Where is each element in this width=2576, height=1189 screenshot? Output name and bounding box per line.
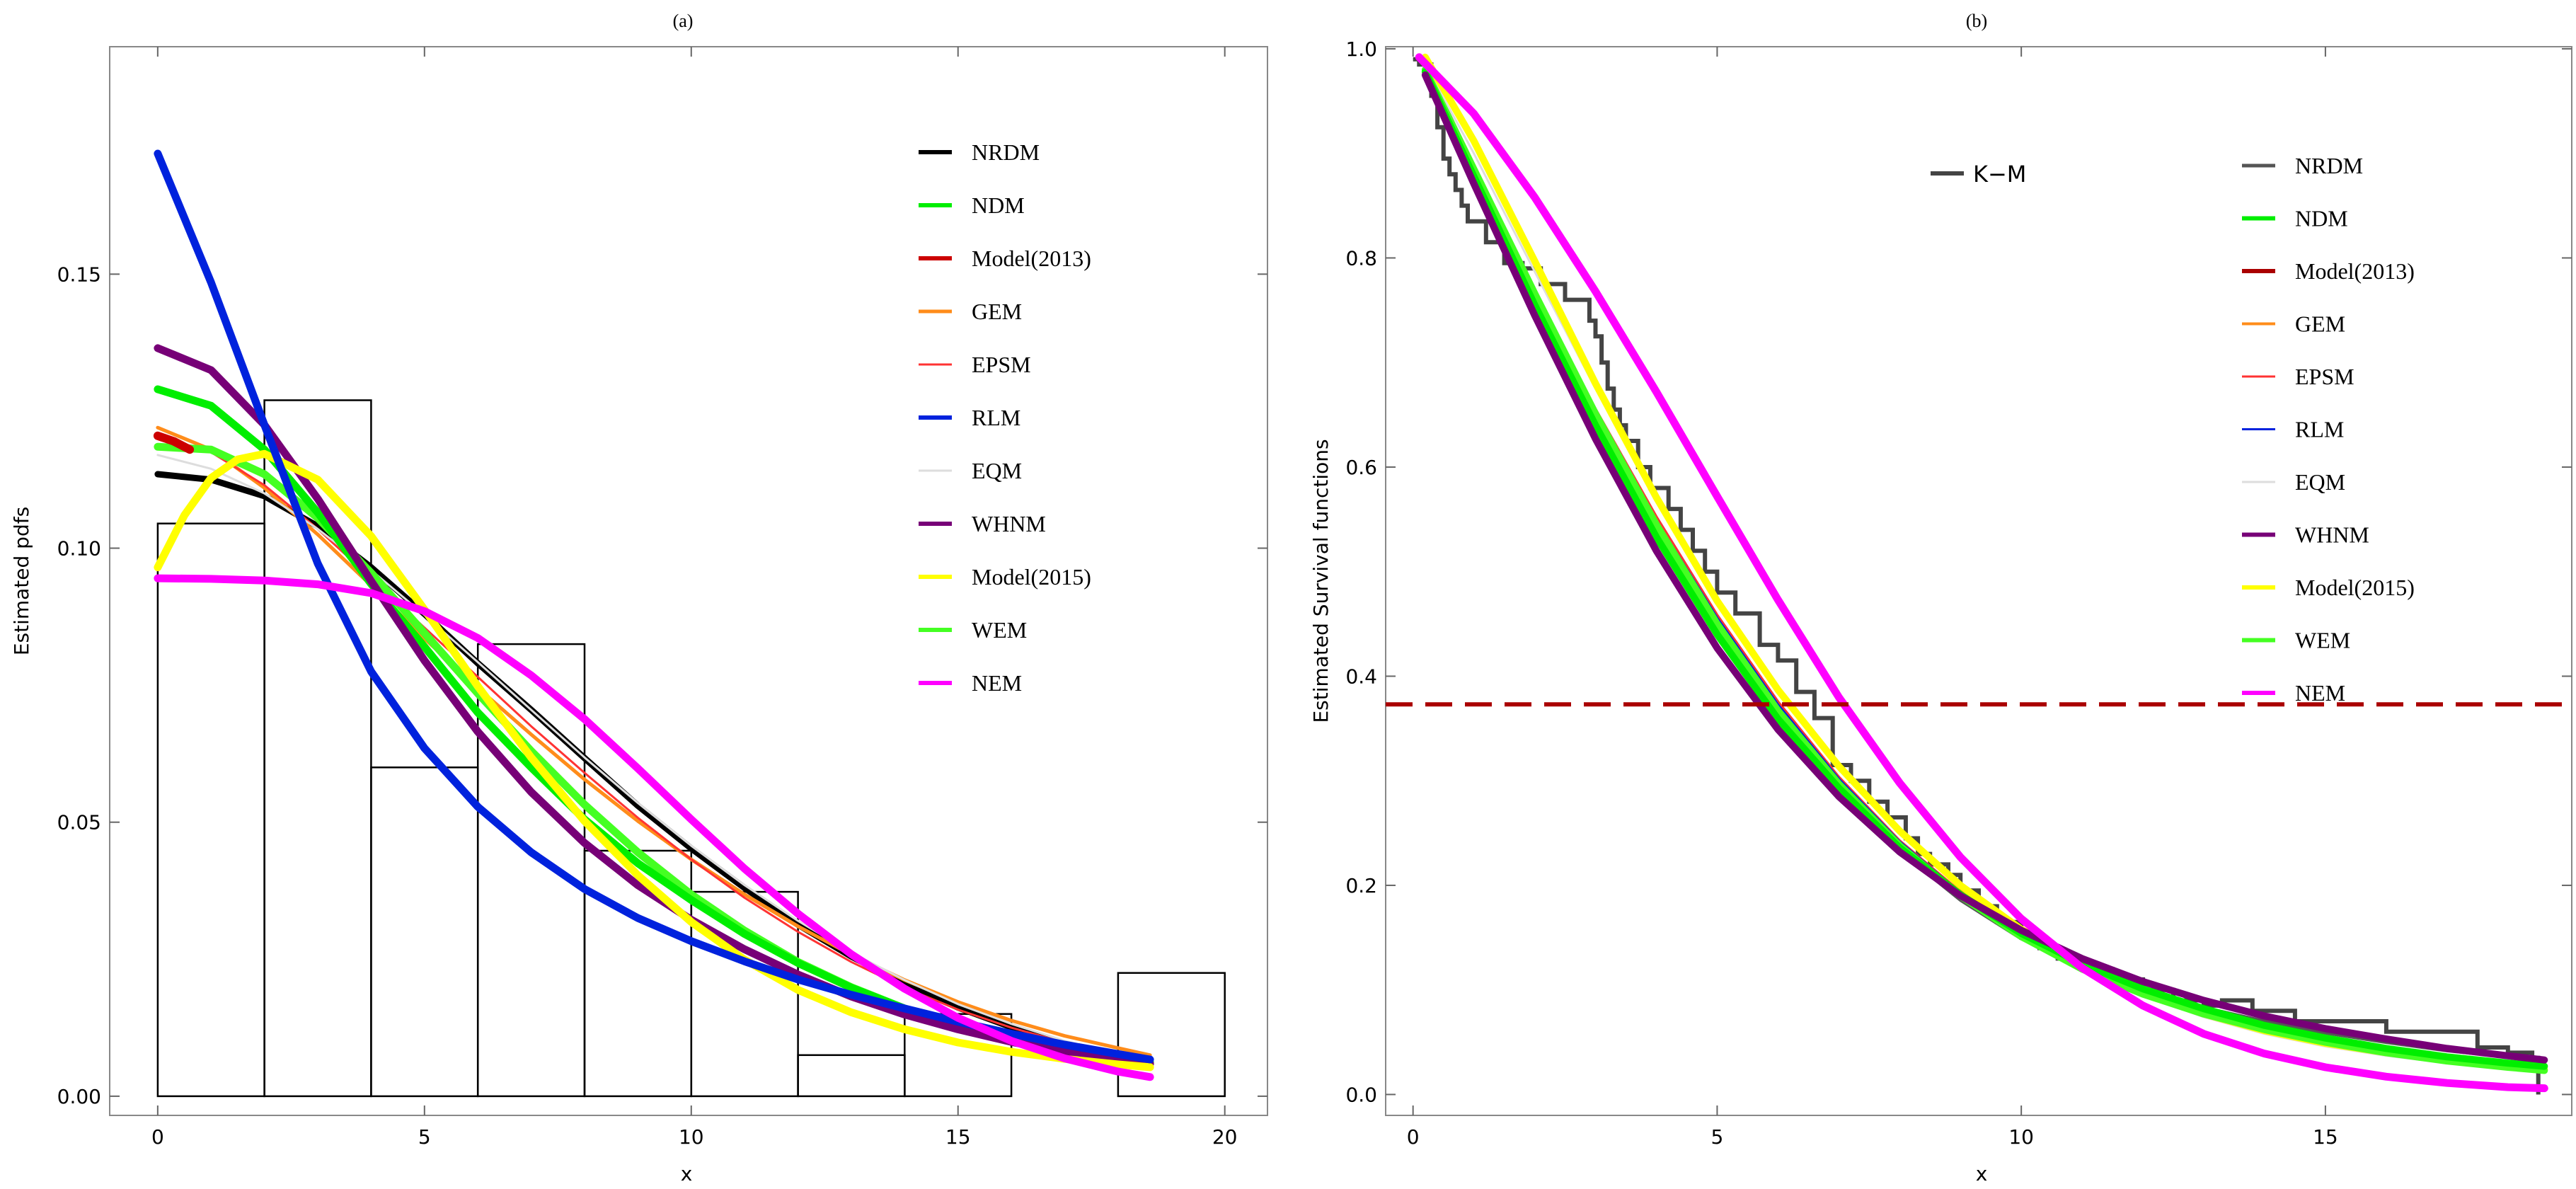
panel-a-title: (a)	[673, 11, 694, 31]
legend-label-km: K−M	[1973, 161, 2026, 188]
legend-label-model-2015: Model(2015)	[972, 564, 1091, 590]
legend-label-nrdm: NRDM	[972, 139, 1040, 165]
legend-label-wem: WEM	[972, 617, 1027, 643]
panel-b-title: (b)	[1966, 11, 1987, 31]
y-tick-label: 0.0	[1345, 1083, 1377, 1106]
legend-label-nem: NEM	[2295, 680, 2345, 706]
curve-model-2013	[153, 431, 195, 454]
x-tick-label: 10	[2008, 1125, 2034, 1149]
curve-whnm	[1421, 71, 2548, 1064]
x-tick-label: 15	[2313, 1125, 2338, 1149]
histogram-bar	[1117, 972, 1226, 1098]
curve-eqm	[156, 454, 1151, 1062]
legend-label-ndm: NDM	[2295, 206, 2348, 231]
curve-nem	[1415, 53, 2548, 1093]
panel-a-y-axis-label: Estimated pdfs	[10, 507, 33, 655]
legend-label-gem: GEM	[2295, 311, 2345, 337]
legend-label-rlm: RLM	[2295, 417, 2344, 442]
x-tick-label: 0	[1407, 1125, 1420, 1149]
panel-b-km-legend: K−M	[1931, 161, 2026, 188]
panel-b-y-axis-label: Estimated Survival functions	[1309, 439, 1333, 723]
panel-a-x-ticks: 0 5 10 15 20	[151, 47, 1238, 1149]
legend-label-whnm: WHNM	[972, 511, 1046, 536]
curve-nem	[154, 574, 1154, 1081]
panel-a-frame	[109, 46, 1268, 1116]
panel-b-legend: NRDM NDM Model(2013) GEM EPSM RLM EQM WHNM Model…	[2242, 153, 2415, 706]
panel-b-frame	[1385, 46, 2572, 1116]
panel-b-curves	[1386, 53, 2572, 1095]
panel-a-y-ticks: 0.00 0.05 0.10 0.15	[57, 263, 1267, 1108]
legend-label-nem: NEM	[972, 670, 1022, 696]
y-tick-label: 0.10	[57, 537, 101, 561]
x-tick-label: 5	[418, 1125, 431, 1149]
legend-label-model-2015: Model(2015)	[2295, 575, 2415, 600]
y-tick-label: 0.6	[1345, 456, 1377, 479]
x-tick-label: 5	[1711, 1125, 1724, 1149]
x-tick-label: 20	[1212, 1125, 1238, 1149]
legend-label-ndm: NDM	[972, 193, 1025, 218]
legend-label-epsm: EPSM	[2295, 364, 2354, 389]
legend-label-model-2013: Model(2013)	[2295, 258, 2415, 284]
y-tick-label: 0.2	[1345, 874, 1377, 897]
panel-a-estimated-pdfs: (a) 0 5 10 15 20 0.00 0.05 0.10 0.15 x Estimate…	[10, 11, 1268, 1185]
panel-b-x-axis-label: x	[1976, 1162, 1988, 1185]
y-tick-label: 0.4	[1345, 665, 1377, 688]
x-tick-label: 10	[679, 1125, 704, 1149]
x-tick-label: 0	[151, 1125, 164, 1149]
panel-a-legend: NRDM NDM Model(2013) GEM EPSM RLM EQM WHNM Model…	[919, 139, 1091, 696]
legend-label-gem: GEM	[972, 299, 1022, 324]
panel-b-x-ticks: 0 5 10 15	[1407, 47, 2338, 1149]
legend-label-nrdm: NRDM	[2295, 153, 2363, 178]
curve-rlm	[154, 149, 1154, 1064]
y-tick-label: 1.0	[1345, 38, 1377, 61]
legend-label-wem: WEM	[2295, 628, 2350, 653]
panel-b-y-ticks: 0.0 0.2 0.4 0.6 0.8 1.0	[1345, 38, 2572, 1106]
y-tick-label: 0.8	[1345, 246, 1377, 270]
panel-b-survival-functions: (b) 0 5 10 15 0.0 0.2 0.4 0.6 0.8 1.0 x Estimate…	[1309, 11, 2572, 1185]
legend-label-eqm: EQM	[2295, 469, 2345, 495]
y-tick-label: 0.05	[57, 811, 101, 834]
legend-label-epsm: EPSM	[972, 352, 1031, 377]
curve-epsm	[156, 435, 1151, 1062]
y-tick-label: 0.00	[57, 1085, 101, 1108]
legend-label-model-2013: Model(2013)	[972, 246, 1091, 271]
curve-model-2015	[154, 449, 1154, 1072]
panel-a-curves	[153, 149, 1154, 1081]
legend-label-whnm: WHNM	[2295, 522, 2369, 548]
x-tick-label: 15	[945, 1125, 971, 1149]
panel-a-x-axis-label: x	[681, 1162, 693, 1185]
y-tick-label: 0.15	[57, 263, 101, 286]
curve-gem	[156, 425, 1152, 1057]
histogram-bar	[263, 399, 372, 1098]
legend-label-rlm: RLM	[972, 405, 1020, 430]
legend-label-eqm: EQM	[972, 458, 1022, 483]
